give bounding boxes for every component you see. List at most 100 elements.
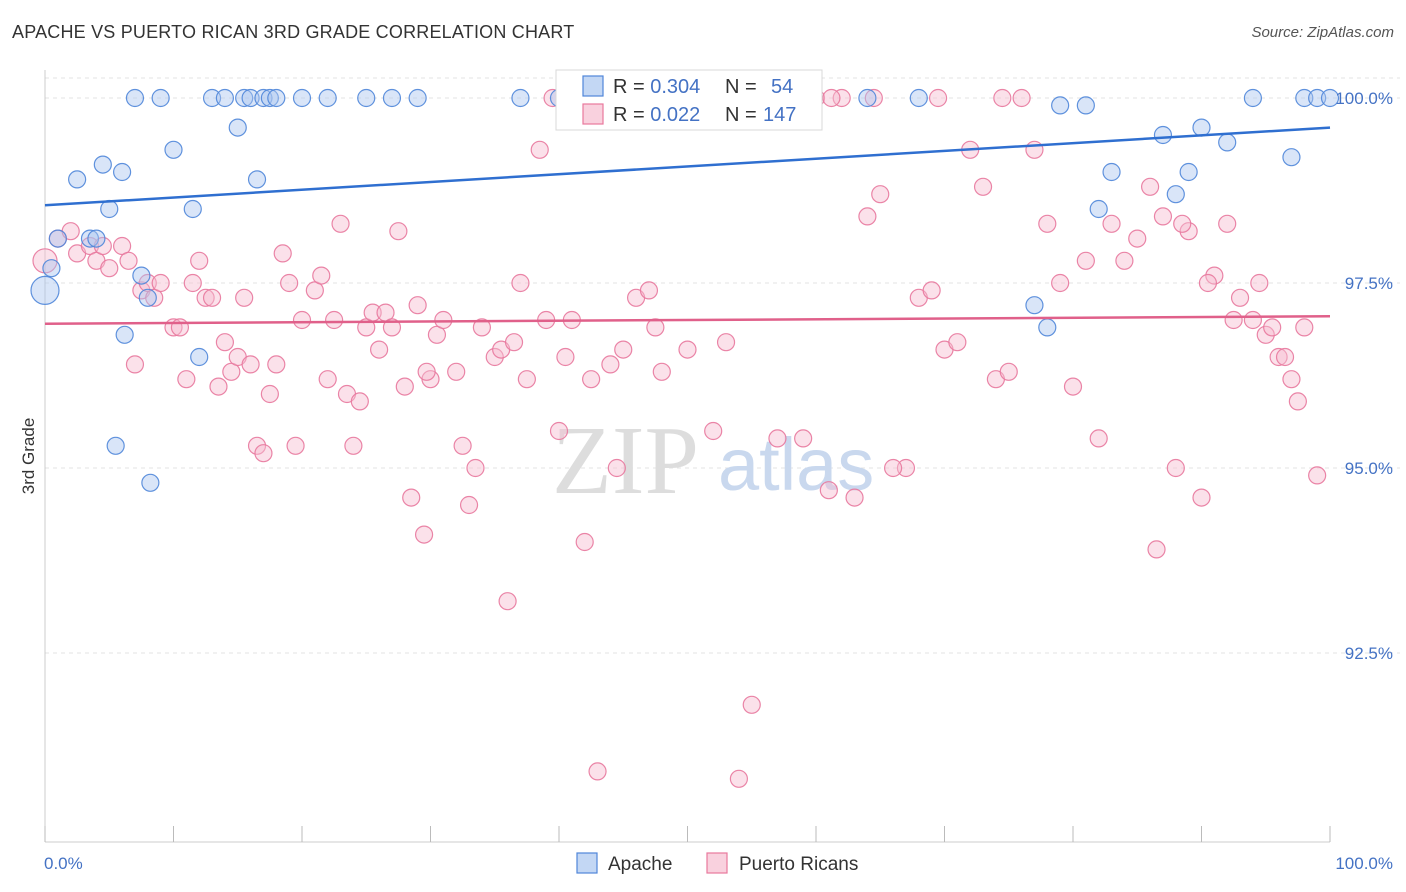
- apache-point-27: [267, 88, 286, 108]
- puerto-point-119: [1218, 214, 1237, 233]
- puerto-r-value: 0.022: [650, 104, 700, 126]
- apache-point-48: [1153, 125, 1173, 145]
- puerto-point-60: [466, 458, 485, 478]
- puerto-point-18: [183, 273, 202, 293]
- apache-point-40: [858, 88, 877, 108]
- apache-point-45: [1076, 96, 1095, 115]
- apache-point-9: [112, 162, 132, 182]
- puerto-point-58: [453, 436, 472, 455]
- puerto-point-128: [1147, 540, 1166, 559]
- apache-point-50: [1179, 162, 1198, 182]
- apache-point-52: [1218, 133, 1237, 152]
- puerto-point-59: [459, 495, 479, 515]
- puerto-point-146: [993, 88, 1012, 108]
- y-tick-label-2: 97.5%: [1345, 274, 1393, 293]
- puerto-point-79: [639, 281, 659, 300]
- puerto-point-16: [170, 318, 190, 337]
- puerto-point-100: [973, 177, 993, 196]
- apache-point-46: [1089, 199, 1108, 219]
- puerto-point-17: [177, 370, 196, 389]
- apache-point-49: [1166, 185, 1185, 204]
- puerto-point-0: [32, 248, 58, 274]
- apache-point-19: [202, 88, 222, 108]
- puerto-point-94: [871, 185, 890, 204]
- puerto-point-110: [1102, 214, 1121, 233]
- puerto-point-112: [1128, 229, 1147, 248]
- puerto-point-120: [1230, 288, 1250, 307]
- apache-point-18: [190, 347, 209, 367]
- puerto-point-84: [729, 769, 749, 788]
- puerto-trend-line: [44, 315, 1331, 325]
- puerto-point-29: [254, 444, 273, 463]
- puerto-point-139: [819, 481, 838, 500]
- puerto-point-129: [1173, 214, 1192, 233]
- puerto-point-51: [402, 488, 421, 507]
- bottom-legend-swatch-puerto: [706, 852, 728, 874]
- puerto-point-93: [858, 207, 877, 226]
- apache-point-28: [292, 88, 312, 108]
- apache-point-32: [408, 88, 427, 108]
- bottom-legend-swatch-apache: [576, 852, 598, 874]
- puerto-point-97: [922, 281, 941, 300]
- puerto-n-value: 147: [763, 104, 796, 126]
- trend-lines: [44, 126, 1331, 325]
- puerto-point-53: [414, 525, 434, 544]
- apache-point-21: [228, 118, 247, 137]
- puerto-n-label: N =: [725, 104, 757, 126]
- puerto-point-114: [1153, 207, 1173, 226]
- puerto-point-145: [928, 88, 948, 108]
- puerto-point-49: [389, 222, 408, 241]
- puerto-point-33: [280, 273, 299, 293]
- puerto-point-125: [1288, 392, 1307, 411]
- puerto-point-87: [768, 429, 787, 448]
- puerto-point-77: [614, 340, 633, 359]
- apache-point-6: [93, 155, 112, 174]
- apache-trend-line: [44, 126, 1331, 207]
- puerto-point-103: [1012, 88, 1031, 108]
- apache-point-57: [1243, 88, 1263, 108]
- apache-point-25: [254, 88, 273, 108]
- gridlines: [45, 77, 1400, 654]
- apache-point-42: [1025, 296, 1044, 315]
- y-tick-label-1: 95.0%: [1345, 459, 1393, 478]
- series-legend: Apache Puerto Ricans: [576, 852, 858, 875]
- apache-point-43: [1038, 318, 1057, 337]
- apache-point-33: [511, 88, 530, 108]
- svg-text:R = 0.022: R = 0.022: [613, 104, 700, 126]
- apache-point-11: [125, 88, 145, 108]
- apache-point-4: [80, 229, 100, 248]
- puerto-point-130: [1198, 273, 1218, 293]
- apache-point-12: [132, 266, 151, 285]
- puerto-point-43: [350, 392, 369, 411]
- puerto-point-123: [1269, 347, 1288, 367]
- apache-point-23: [241, 88, 260, 108]
- apache-point-7: [100, 199, 119, 219]
- puerto-point-83: [678, 340, 697, 359]
- y-tick-label-0: 92.5%: [1345, 644, 1393, 663]
- puerto-point-107: [1063, 377, 1083, 396]
- puerto-point-46: [370, 340, 389, 359]
- puerto-point-69: [549, 421, 569, 441]
- puerto-point-32: [273, 244, 292, 263]
- puerto-point-80: [646, 318, 665, 337]
- puerto-point-137: [883, 458, 903, 478]
- puerto-point-14: [151, 273, 170, 293]
- puerto-point-92: [845, 488, 864, 507]
- puerto-point-74: [588, 762, 607, 781]
- y-tick-labels: 92.5% 95.0% 97.5% 100.0%: [1335, 89, 1393, 663]
- legend-swatch-apache: [582, 75, 604, 97]
- puerto-point-73: [582, 370, 601, 389]
- apache-point-51: [1192, 118, 1211, 137]
- bottom-legend-apache: Apache: [608, 854, 672, 875]
- puerto-point-40: [331, 214, 350, 233]
- puerto-point-28: [247, 436, 267, 455]
- puerto-point-48: [382, 318, 402, 337]
- apache-point-0: [30, 275, 60, 305]
- puerto-point-9: [119, 251, 138, 270]
- puerto-point-111: [1115, 251, 1134, 270]
- apache-point-26: [260, 88, 279, 108]
- x-tick-label-min: 0.0%: [44, 854, 83, 873]
- apache-point-1: [42, 259, 61, 278]
- puerto-point-115: [1166, 458, 1185, 478]
- puerto-point-66: [517, 370, 536, 389]
